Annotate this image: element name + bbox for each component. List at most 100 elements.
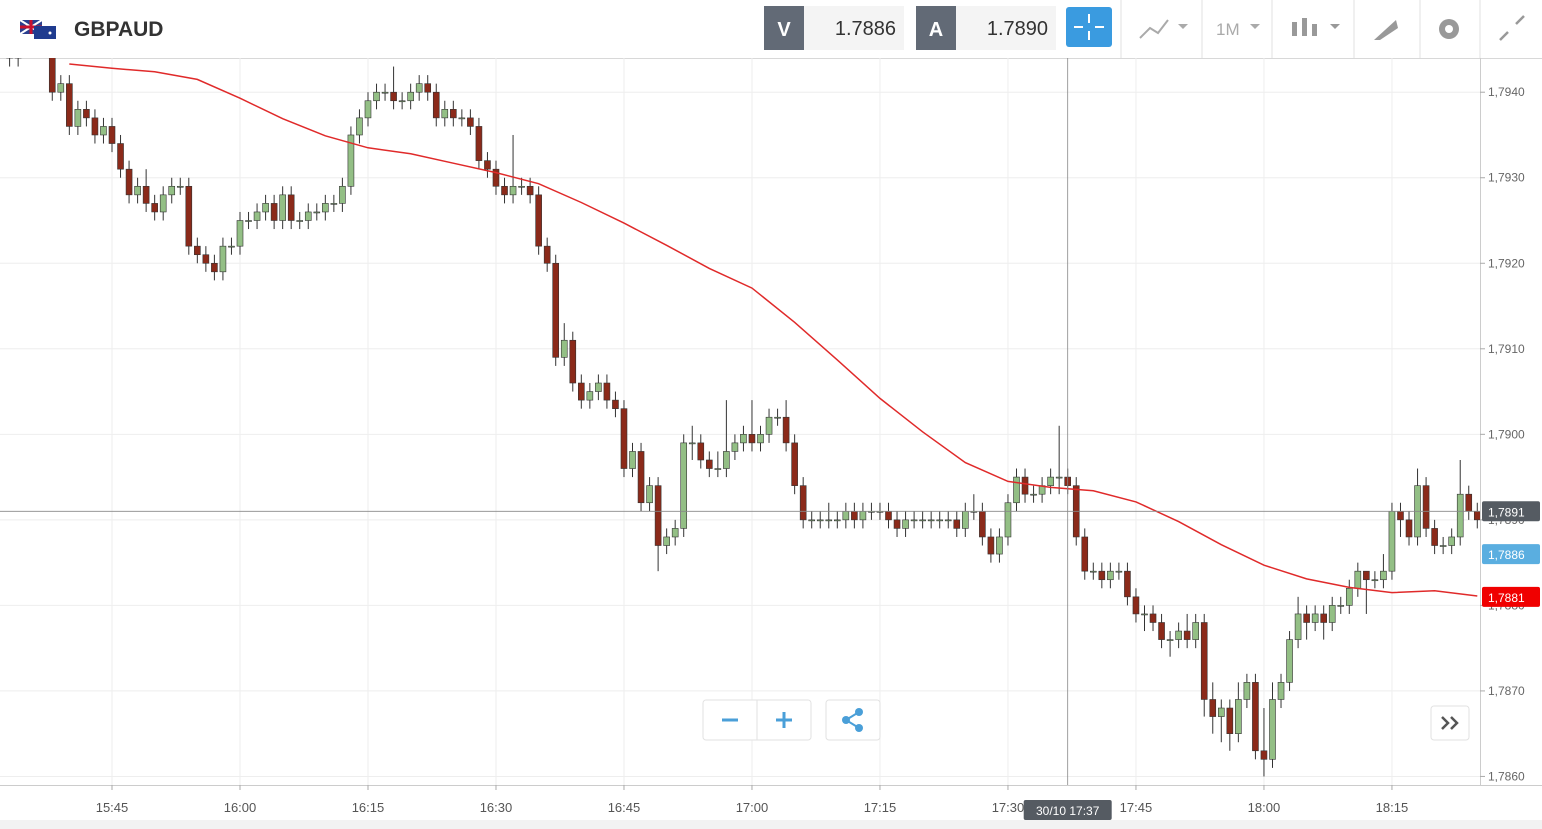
candle-body [987, 536, 995, 555]
candle-body [322, 203, 329, 213]
candle-body [262, 203, 269, 213]
candle-body [1456, 493, 1464, 538]
candle-body [347, 134, 355, 187]
candle-body [637, 451, 645, 504]
candle-body [1473, 511, 1480, 521]
ask-label: A [929, 19, 943, 41]
plot [6, 58, 1480, 777]
candle-body [654, 485, 662, 546]
flag [19, 19, 56, 39]
candle-body [765, 416, 773, 435]
candle-body [1371, 579, 1379, 582]
scroll-end-button[interactable] [1430, 705, 1470, 741]
share-button[interactable] [825, 699, 881, 741]
candle-body [1098, 570, 1106, 581]
candle-body [859, 511, 867, 521]
candle-body [1047, 476, 1054, 486]
candle-body [228, 245, 235, 248]
candle-body [518, 185, 525, 188]
candle-body [723, 451, 730, 469]
candle-body [1303, 613, 1310, 623]
bid-box[interactable] [804, 6, 904, 50]
x-tick-label: 17:30 [992, 800, 1025, 815]
candle-body [253, 211, 261, 221]
y-tick-label: 1,7930 [1488, 171, 1525, 185]
draw-button[interactable] [1374, 20, 1398, 40]
collapse-button[interactable] [1499, 15, 1525, 41]
candle-body [927, 519, 935, 522]
x-tick-label: 16:45 [608, 800, 641, 815]
candle-body [1089, 570, 1097, 573]
candle-body [919, 519, 926, 522]
candle-body [287, 194, 295, 221]
candle-body [373, 91, 380, 102]
price-label: 1,7891 [1488, 505, 1525, 519]
x-tick-label: 16:30 [480, 800, 513, 815]
ask-box[interactable] [956, 6, 1056, 50]
scrollbar [0, 820, 1542, 829]
x-tick-label: 17:00 [736, 800, 769, 815]
bid-price: 1.7886 [835, 18, 896, 40]
candle-body [731, 442, 739, 452]
candle-body [714, 468, 722, 470]
ask-badge [916, 6, 956, 50]
candle-body [1380, 570, 1387, 581]
candle-body [83, 109, 90, 119]
candle-body [671, 528, 679, 538]
candle-body [1081, 536, 1089, 572]
ask-price: 1.7890 [987, 18, 1048, 40]
x-tick-label: 16:00 [224, 800, 257, 815]
zoom-in[interactable] [776, 712, 792, 728]
candle-body [364, 100, 372, 119]
settings-button[interactable] [1439, 19, 1459, 39]
candle-body [1311, 613, 1319, 623]
candle-body [799, 485, 807, 521]
candle-body [961, 511, 969, 529]
timeframe[interactable]: 1M [1216, 20, 1240, 39]
candle-body [1328, 605, 1336, 623]
candle-body [492, 168, 500, 187]
candle-body [142, 185, 150, 204]
candle-body [424, 83, 432, 93]
candle-body [398, 100, 406, 103]
candle-body [1448, 536, 1455, 546]
candle-body [356, 117, 363, 136]
candle-body [603, 382, 611, 401]
candle-body [1030, 493, 1037, 496]
candle-body [663, 536, 670, 546]
candle-body [509, 185, 517, 196]
candle-body [1115, 570, 1123, 573]
candle-body [688, 442, 696, 445]
candle-body [1004, 502, 1012, 538]
candle-body [407, 91, 414, 102]
candle-body [185, 185, 193, 247]
y-tick-label: 1,7940 [1488, 85, 1525, 99]
candle-body [1226, 707, 1234, 734]
candle-body [117, 143, 124, 170]
x-tick-label: 18:15 [1376, 800, 1409, 815]
candle-body [1294, 613, 1302, 640]
price-label-box [1482, 501, 1540, 522]
candle-body [313, 211, 321, 214]
candle-body [1132, 596, 1140, 615]
candle-body [467, 117, 474, 127]
candle-body [194, 245, 201, 256]
candle-body [910, 519, 918, 522]
crosshair-button[interactable] [1066, 7, 1112, 47]
candle-type-button[interactable] [1292, 18, 1340, 36]
y-tick-label: 1,7870 [1488, 684, 1525, 698]
candle-body [279, 194, 286, 221]
indicator-button[interactable] [1139, 19, 1188, 39]
candle-body [1175, 630, 1182, 640]
candle-body [535, 194, 542, 247]
y-tick-label: 1,7860 [1488, 769, 1525, 783]
candle-body [1465, 493, 1473, 512]
candle-body [629, 451, 636, 469]
candle-body [1388, 511, 1396, 572]
candle-body [816, 519, 824, 522]
candle-body [57, 83, 65, 93]
candle-body [526, 185, 534, 196]
candle-body [1217, 707, 1225, 717]
